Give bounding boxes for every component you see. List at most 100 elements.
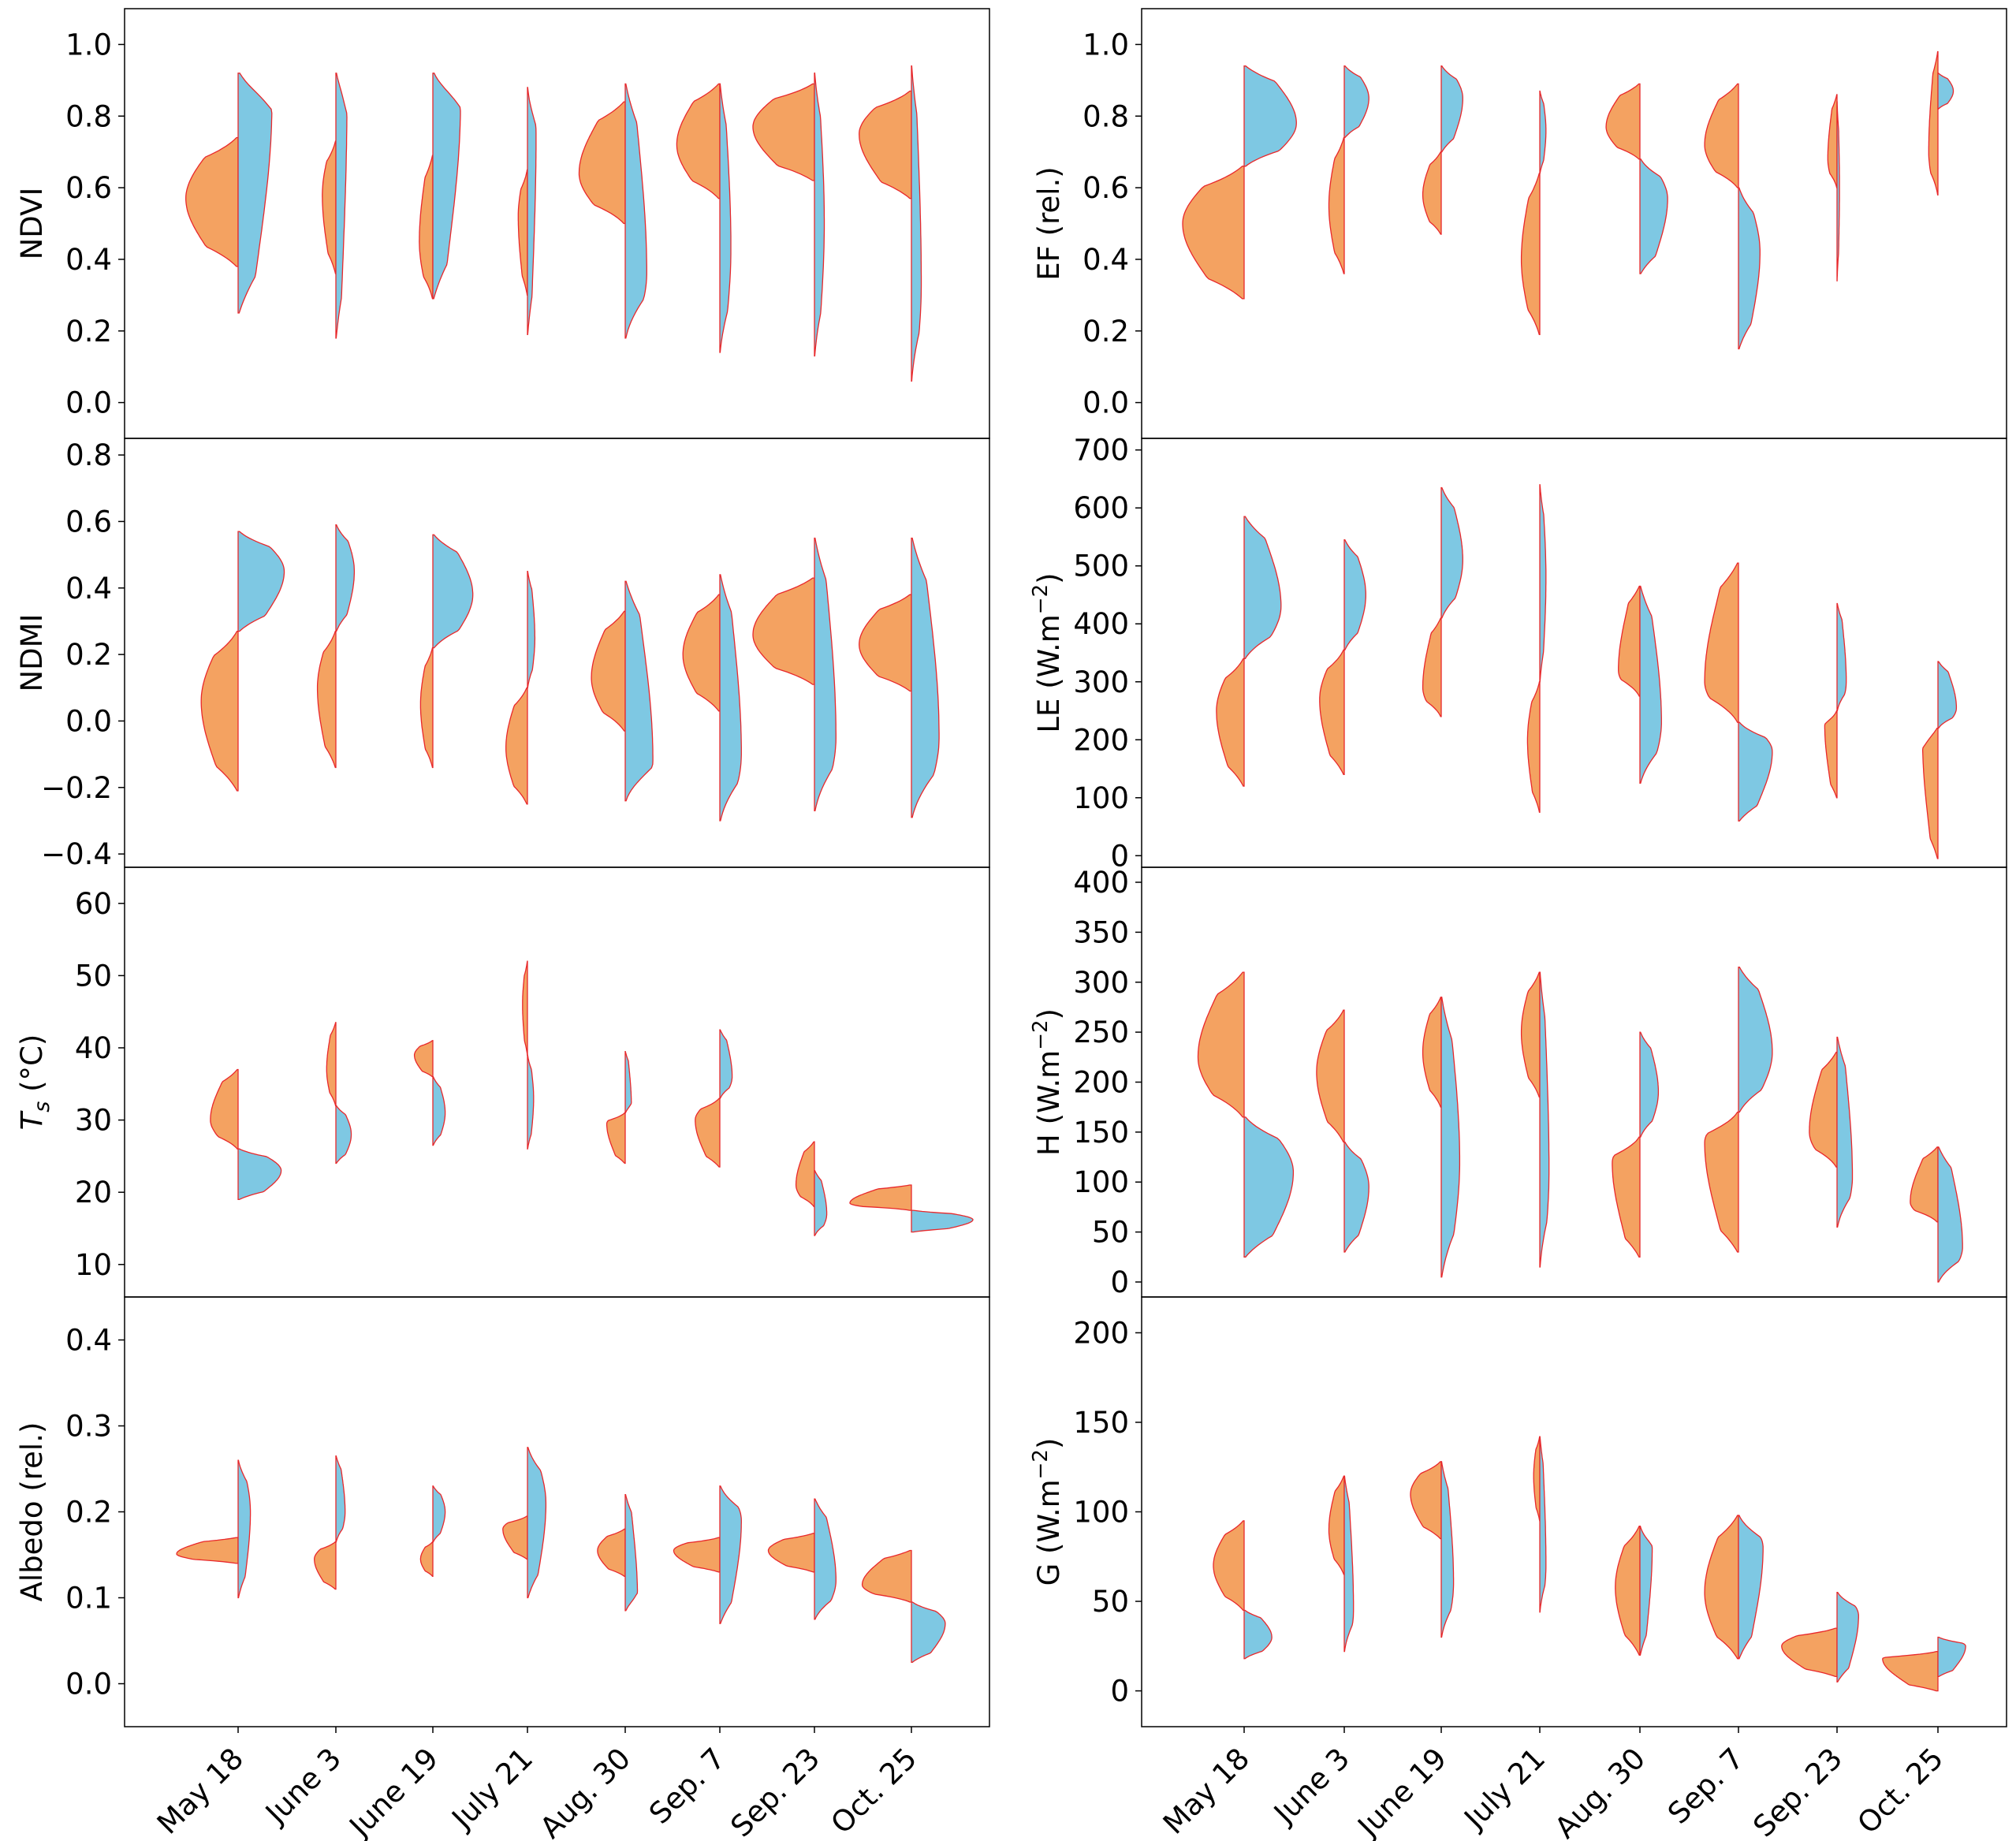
y-tick-label-ndmi-0: −0.4 [41,837,112,871]
violin-right-half-ndmi-1 [335,524,356,632]
violin-le-oct-25 [1921,661,1958,859]
violin-ndmi-sep-7 [682,574,742,822]
y-tick-label-ef-3: 0.6 [1083,171,1129,205]
violin-left-half-h-5 [1704,1111,1739,1253]
violin-left-half-ndmi-5 [682,594,721,712]
violin-left-half-ef-5 [1704,83,1739,188]
violin-ndvi-june-3 [322,73,348,339]
violin-g-may-18 [1213,1520,1273,1660]
violin-albedo-oct-25 [861,1549,946,1663]
violin-left-half-ts-6 [795,1141,815,1208]
violin-left-half-ndmi-4 [591,610,626,732]
y-tick-label-g-0: 0 [1110,1675,1129,1709]
y-tick-label-ndmi-4: 0.4 [65,572,112,606]
violin-ndmi-june-19 [419,534,474,769]
y-axis-label-albedo: Albedo (rel.) [15,1422,49,1602]
y-tick-label-h-3: 150 [1073,1116,1129,1150]
violin-right-half-g-0 [1243,1609,1273,1660]
violin-left-half-albedo-3 [502,1515,528,1560]
violin-ts-july-21 [522,960,535,1150]
x-tick-label-left-sep-7: Sep. 7 [643,1742,732,1831]
y-tick-label-ef-0: 0.0 [1083,386,1129,420]
violin-right-half-h-2 [1440,997,1461,1278]
violin-left-half-h-7 [1910,1146,1939,1223]
violin-ts-oct-25 [849,1184,974,1233]
violin-right-half-h-3 [1539,971,1550,1268]
violin-left-half-albedo-1 [314,1541,337,1590]
violin-albedo-june-19 [419,1485,446,1577]
violin-left-half-h-3 [1520,971,1541,1098]
violin-right-half-albedo-2 [432,1485,446,1543]
violin-right-half-albedo-7 [911,1601,946,1663]
y-tick-label-le-5: 500 [1073,550,1129,583]
y-tick-label-albedo-1: 0.1 [65,1582,112,1616]
y-axis-label-ndmi: NDMI [15,613,49,691]
y-axis-label-le: LE (W.m−2) [1029,572,1066,732]
violin-left-half-ef-0 [1182,166,1245,300]
violin-left-half-ts-1 [326,1022,337,1106]
y-tick-label-ef-2: 0.4 [1083,243,1129,277]
y-tick-label-ndvi-0: 0.0 [65,386,112,420]
y-tick-label-le-2: 200 [1073,723,1129,757]
violin-ndmi-sep-23 [752,537,837,811]
violin-right-half-h-7 [1937,1146,1963,1283]
y-tick-label-h-1: 50 [1092,1216,1129,1250]
y-tick-label-h-2: 100 [1073,1165,1129,1199]
violin-left-half-ndmi-0 [200,630,239,792]
violin-ts-sep-7 [695,1029,733,1168]
violin-h-aug-30 [1612,1031,1660,1258]
x-tick-label-left-june-19: June 19 [342,1742,445,1841]
violin-le-june-19 [1422,486,1463,717]
violin-ndmi-aug-30 [591,580,654,802]
violin-right-half-ndvi-1 [335,73,348,339]
violin-right-half-ts-0 [237,1148,282,1200]
x-tick-label-left-may-18: May 18 [151,1742,250,1841]
violin-h-sep-7 [1704,967,1773,1253]
violin-right-half-ef-3 [1539,90,1547,174]
violin-right-half-g-3 [1539,1436,1547,1613]
x-tick-label-right-july-21: July 21 [1457,1742,1552,1836]
violin-left-half-ndvi-1 [322,140,337,274]
violin-h-june-3 [1316,1009,1369,1253]
violin-le-sep-7 [1704,562,1773,822]
panel-frame-le [1141,438,2007,868]
y-tick-label-h-4: 200 [1073,1066,1129,1100]
y-tick-label-le-7: 700 [1073,434,1129,468]
violin-left-half-ndvi-3 [517,169,528,296]
violin-ts-june-3 [326,1022,352,1165]
violin-right-half-le-0 [1243,516,1282,660]
violin-ef-oct-25 [1928,50,1955,196]
y-tick-label-g-1: 50 [1092,1585,1129,1619]
violin-left-half-ts-2 [413,1040,434,1078]
y-tick-label-albedo-4: 0.4 [65,1324,112,1358]
violin-right-half-le-1 [1343,539,1366,650]
y-tick-label-le-0: 0 [1110,839,1129,873]
violin-right-half-le-2 [1440,486,1463,619]
violin-le-sep-23 [1824,602,1847,799]
panel-h: 0 50 100 150 200 250 300 350 400 H (W.m−2) [1029,866,2007,1299]
violin-left-half-ef-3 [1520,173,1541,335]
violin-left-half-g-0 [1213,1520,1245,1612]
y-axis-label-h: H (W.m−2) [1029,1008,1066,1156]
x-tick-label-right-sep-23: Sep. 23 [1746,1742,1849,1841]
violin-le-june-3 [1319,539,1366,776]
y-tick-label-ts-0: 10 [75,1248,112,1282]
violin-right-half-ndvi-6 [814,72,825,357]
y-tick-label-h-0: 0 [1110,1265,1129,1299]
violin-right-half-ef-7 [1937,73,1955,110]
violin-ef-june-19 [1422,65,1463,235]
y-tick-label-ts-4: 50 [75,959,112,993]
y-tick-label-h-5: 250 [1073,1016,1129,1049]
panel-frame-ef [1141,8,2007,439]
violin-right-half-g-4 [1639,1526,1653,1656]
panel-frame-albedo [124,1296,990,1727]
violin-left-half-ndmi-7 [859,594,912,692]
y-tick-label-albedo-3: 0.3 [65,1410,112,1444]
y-tick-label-le-3: 300 [1073,665,1129,699]
violin-left-half-ndmi-1 [316,630,337,769]
violin-ndvi-oct-25 [859,65,922,382]
violin-left-half-ndvi-0 [185,136,239,267]
violin-right-half-h-1 [1343,1141,1369,1253]
violin-le-aug-30 [1618,585,1662,784]
violin-left-half-ef-7 [1928,50,1939,196]
